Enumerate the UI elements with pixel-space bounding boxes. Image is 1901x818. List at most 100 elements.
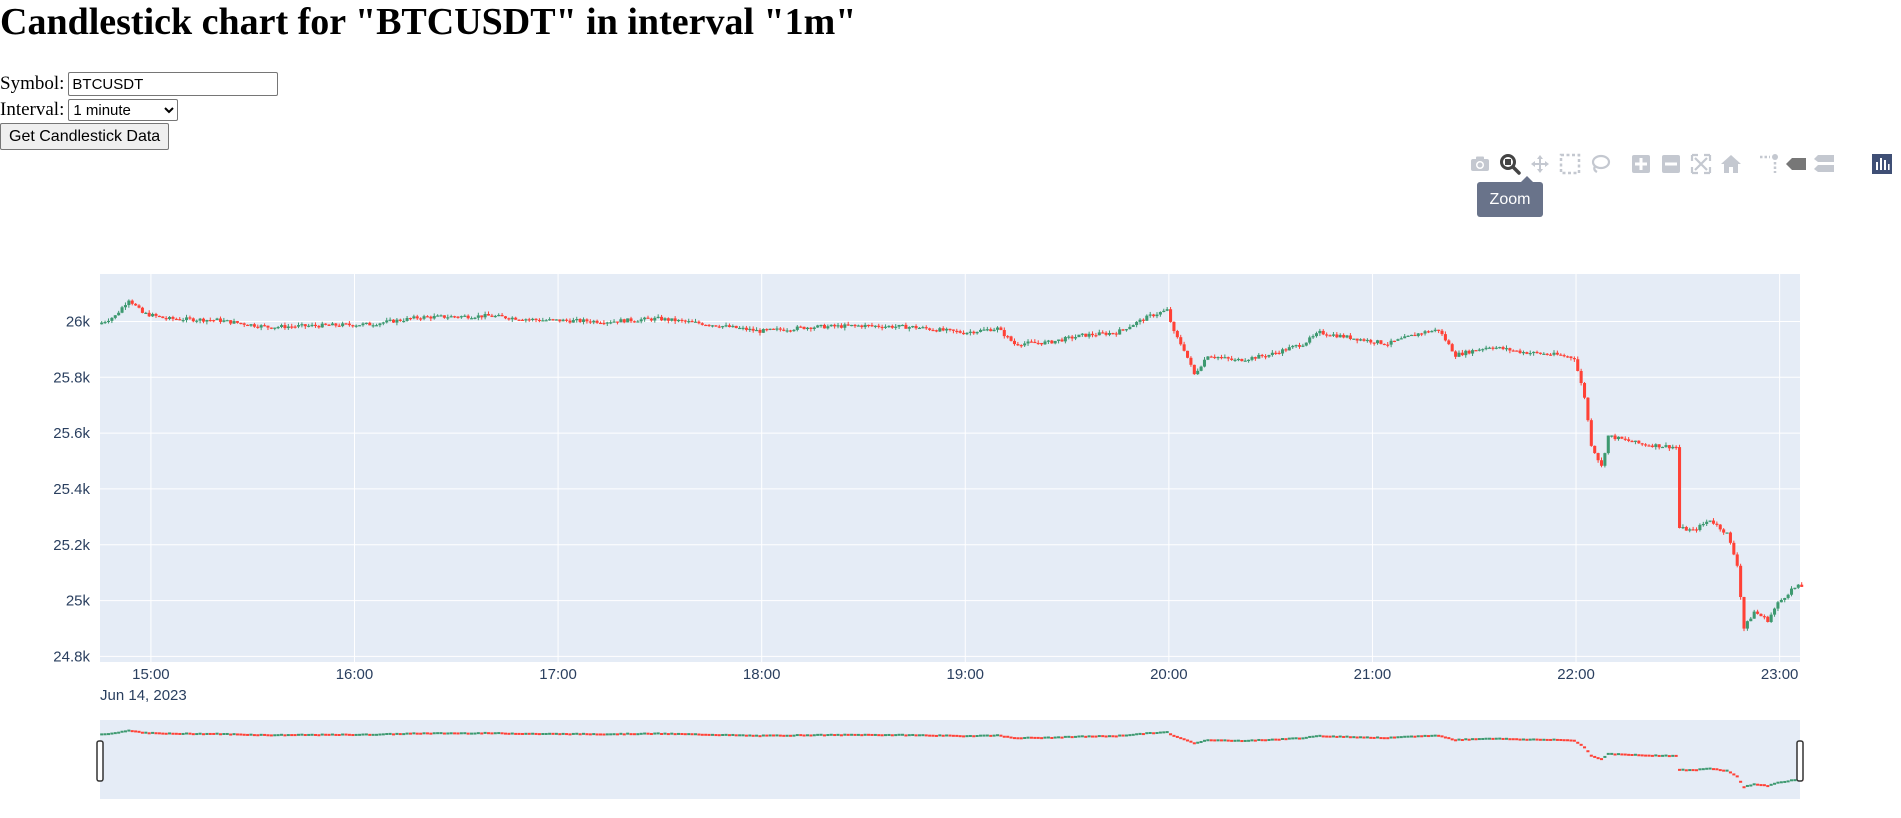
range-slider-candle (117, 731, 121, 734)
hover-compare-icon[interactable] (1812, 152, 1836, 176)
range-slider-candle (113, 732, 117, 735)
range-slider-candle (1606, 752, 1610, 755)
get-candlestick-data-button[interactable]: Get Candlestick Data (0, 123, 170, 150)
candle-body (687, 321, 691, 323)
candle-body (1511, 350, 1515, 352)
range-slider-candle (280, 733, 284, 736)
camera-icon[interactable] (1468, 152, 1492, 176)
range-slider-candle (850, 733, 854, 736)
candle-body (1016, 344, 1020, 346)
range-slider-candle (1260, 739, 1264, 742)
candle-body (778, 328, 782, 330)
range-slider-candle (1691, 769, 1695, 772)
range-slider-candle (1291, 737, 1295, 740)
candle-body (1613, 435, 1617, 440)
range-slider-candle (1389, 736, 1393, 739)
candle-body (1684, 527, 1688, 531)
home-icon[interactable] (1719, 152, 1743, 176)
candle-body (1067, 336, 1071, 338)
range-slider-candle (1426, 735, 1430, 738)
range-slider-candle (911, 733, 915, 736)
range-slider-candle (1376, 736, 1380, 739)
range-slider-candle (290, 734, 294, 737)
range-slider-candle (1786, 780, 1790, 783)
candle-body (782, 329, 786, 331)
spike-lines-icon[interactable] (1757, 152, 1781, 176)
range-slider-candle (1216, 739, 1220, 742)
range-slider-candle (1474, 738, 1478, 741)
candle-body (514, 317, 518, 320)
candle-body (1579, 370, 1583, 384)
box-select-icon[interactable] (1558, 152, 1582, 176)
symbol-input[interactable] (68, 72, 279, 96)
candle-body (1691, 529, 1695, 531)
range-slider-candle (561, 732, 565, 735)
range-slider-candle (1508, 738, 1512, 741)
range-slider-candle (904, 734, 908, 737)
range-slider-candle (619, 732, 623, 735)
candle-body (300, 324, 304, 326)
candle-body (432, 315, 436, 319)
range-slider-candle (1409, 735, 1414, 738)
range-slider-candle (565, 733, 569, 736)
candle-body (1206, 356, 1210, 360)
candle-body (839, 325, 843, 328)
candle-body (354, 325, 358, 327)
candle-body (554, 319, 558, 321)
candle-body (792, 329, 796, 332)
range-slider-candle (887, 733, 891, 736)
range-slider-candle (571, 732, 575, 735)
candle-body (246, 324, 250, 327)
candle-body (1484, 347, 1488, 350)
range-slider-candle (558, 733, 562, 736)
zoom-out-icon[interactable] (1659, 152, 1683, 176)
range-slider-candle (1684, 769, 1688, 772)
candle-body (137, 305, 141, 308)
candle-body (1165, 309, 1169, 311)
interval-select[interactable]: 1 minute (68, 99, 179, 121)
candle-body (361, 323, 365, 326)
plotly-logo-icon[interactable] (1870, 152, 1894, 176)
range-slider-candle (364, 733, 368, 736)
lasso-select-icon[interactable] (1588, 152, 1612, 176)
range-slider-candle (1406, 735, 1410, 738)
range-slider-candle (1053, 736, 1057, 739)
range-slider-candle (1599, 758, 1604, 761)
candle-body (602, 322, 606, 325)
candle-body (1362, 339, 1366, 341)
candle-body (724, 325, 728, 327)
pan-icon[interactable] (1528, 152, 1552, 176)
candle-body (385, 320, 389, 323)
candle-body (1508, 348, 1512, 351)
candle-body (914, 326, 918, 329)
candle-body (721, 326, 725, 328)
range-slider-candle (154, 732, 158, 735)
plot-area[interactable] (100, 274, 1800, 662)
candle-body (921, 327, 925, 329)
candle-body (1376, 340, 1380, 344)
range-slider-candle (602, 733, 606, 736)
range-slider-candle (320, 733, 324, 736)
range-slider-candle (1253, 739, 1257, 742)
candle-body (1671, 446, 1675, 449)
range-slider-right-handle[interactable] (1796, 740, 1804, 782)
range-slider-left-handle[interactable] (96, 740, 104, 782)
hover-closest-icon[interactable] (1784, 152, 1808, 176)
zoom-in-icon[interactable] (1629, 152, 1653, 176)
range-slider-candle (945, 734, 949, 737)
range-slider-candle (1647, 754, 1651, 757)
candle-body (1230, 358, 1234, 360)
range-slider-candle (1277, 738, 1281, 741)
zoom-icon[interactable] (1498, 152, 1522, 176)
y-tick-label: 24.8k (53, 648, 90, 665)
range-slider-candle (1046, 736, 1050, 739)
candle-body (398, 319, 402, 321)
range-slider[interactable] (100, 720, 1800, 799)
range-slider-candle (1019, 737, 1023, 740)
autoscale-icon[interactable] (1689, 152, 1713, 176)
candle-body (765, 329, 769, 331)
candle-body (337, 325, 341, 327)
candle-body (1674, 446, 1678, 449)
range-slider-candle (1518, 738, 1522, 741)
